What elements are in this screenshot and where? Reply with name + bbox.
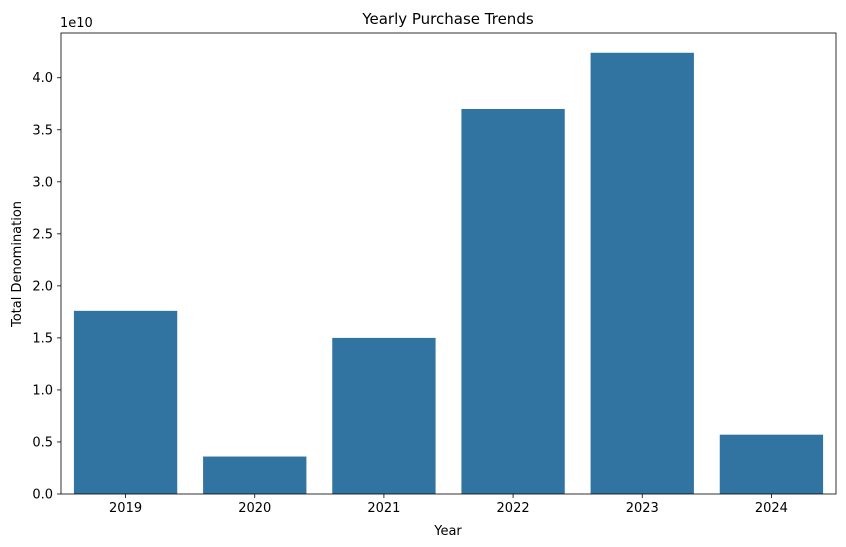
y-tick-label: 0.5 bbox=[32, 435, 53, 450]
y-tick-label: 3.5 bbox=[32, 123, 53, 138]
x-ticks-group: 2019 2020 2021 2022 2023 2024 bbox=[109, 494, 788, 516]
bar-2024 bbox=[719, 434, 824, 494]
x-tick-label: 2022 bbox=[497, 501, 530, 516]
bar-2022 bbox=[461, 108, 565, 495]
y-axis-label: Total Denomination bbox=[10, 201, 25, 328]
x-tick-label: 2023 bbox=[626, 501, 659, 516]
x-tick-label: 2024 bbox=[755, 501, 788, 516]
plot-frame bbox=[60, 32, 837, 495]
bar-2019 bbox=[73, 310, 178, 494]
bars-group bbox=[73, 52, 824, 495]
y-tick-label: 0.0 bbox=[32, 488, 53, 503]
x-axis-label: Year bbox=[433, 524, 462, 539]
bar-2023 bbox=[590, 52, 694, 495]
y-tick-label: 2.0 bbox=[32, 279, 53, 294]
x-tick-label: 2019 bbox=[109, 501, 142, 516]
x-tick-label: 2021 bbox=[367, 501, 400, 516]
y-tick-label: 1.0 bbox=[32, 383, 53, 398]
y-axis-scale-label: 1e10 bbox=[60, 16, 93, 31]
y-tick-label: 3.0 bbox=[32, 175, 53, 190]
y-tick-label: 2.5 bbox=[32, 227, 53, 242]
chart-title: Yearly Purchase Trends bbox=[361, 10, 534, 28]
x-tick-label: 2020 bbox=[238, 501, 271, 516]
y-ticks-group: 0.0 0.5 1.0 1.5 2.0 2.5 3.0 3.5 4.0 bbox=[32, 71, 61, 503]
y-tick-label: 4.0 bbox=[32, 71, 53, 86]
y-tick-label: 1.5 bbox=[32, 331, 53, 346]
bar-2021 bbox=[332, 337, 436, 494]
bar-2020 bbox=[203, 456, 307, 494]
